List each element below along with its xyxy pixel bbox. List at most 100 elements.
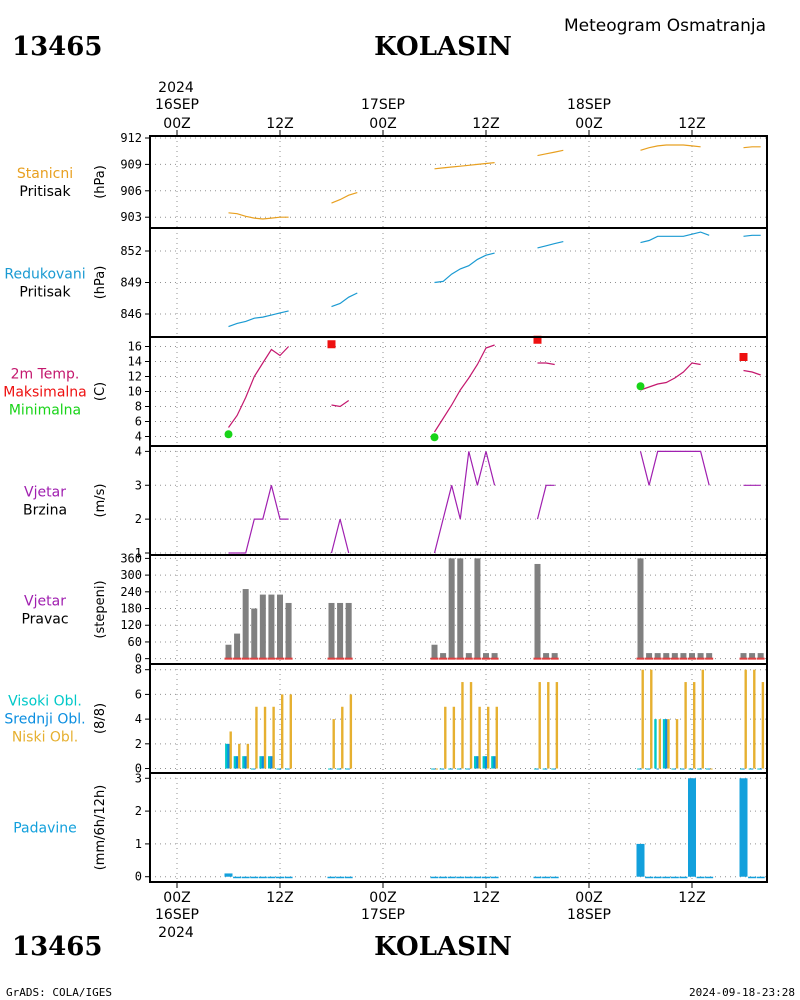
credit-text: GrADS: COLA/IGES [6, 986, 112, 999]
series-line [640, 144, 701, 151]
panel-label: Pritisak [19, 184, 71, 200]
panel-label: Visoki Obl. [8, 694, 82, 710]
cloud-bar [645, 768, 649, 770]
cloud-bar [289, 694, 292, 769]
y-tick-label: 903 [120, 210, 142, 224]
panel-label: Brzina [23, 503, 67, 519]
precip-bar [705, 876, 714, 879]
bottom-hour-label: 12Z [266, 890, 293, 906]
panel-background [150, 337, 767, 446]
top-hour-label: 00Z [163, 116, 190, 132]
cloud-bar [538, 682, 541, 769]
cloud-bar [544, 768, 548, 770]
series-line [537, 241, 564, 249]
cloud-bar [658, 719, 662, 769]
cloud-bar [478, 706, 481, 769]
cloud-bar [259, 756, 262, 769]
wind-direction-bar [637, 558, 644, 659]
cloud-bar [482, 756, 485, 769]
cloud-bar [748, 768, 752, 770]
cloud-bar [431, 768, 434, 770]
y-tick-label: 240 [120, 585, 142, 599]
top-hour-label: 12Z [472, 116, 499, 132]
cloud-bar [761, 682, 765, 769]
wind-direction-bar [543, 653, 550, 659]
cloud-bar [244, 756, 247, 769]
precip-bar [670, 876, 679, 879]
y-tick-label: 2 [135, 512, 142, 526]
max-temp-marker [327, 340, 336, 349]
precip-bar [636, 843, 645, 877]
wind-direction-bar [697, 653, 704, 659]
series-line [228, 310, 289, 328]
y-tick-label: 2 [135, 804, 142, 818]
cloud-bar [542, 768, 546, 770]
wind-direction-bar [277, 594, 283, 659]
y-tick-label: 6 [135, 415, 142, 429]
cloud-bar [461, 682, 464, 769]
precip-bar [336, 876, 345, 879]
wind-direction-bar [740, 653, 747, 659]
bottom-hour-label: 12Z [472, 890, 499, 906]
wind-direction-bar [285, 602, 292, 659]
precip-bar [224, 873, 233, 877]
y-tick-label: 8 [135, 663, 142, 677]
y-tick-label: 852 [120, 244, 142, 258]
cloud-bar [268, 756, 271, 769]
precip-bar [653, 876, 662, 879]
cloud-bar [534, 768, 537, 770]
top-date-label: 16SEP [155, 97, 199, 113]
cloud-bar [753, 669, 756, 769]
panel-background [150, 136, 767, 228]
series-line [228, 212, 289, 220]
wind-direction-bar [671, 653, 678, 659]
y-tick-label: 906 [120, 184, 142, 198]
timestamp-text: 2024-09-18-23:28 [689, 986, 795, 999]
cloud-bar [467, 768, 471, 770]
panel-label: Redukovani [4, 267, 85, 283]
cloud-bar [263, 706, 267, 769]
wind-direction-bar [225, 644, 232, 659]
cloud-bar [276, 768, 279, 770]
cloud-bar [667, 719, 670, 769]
y-tick-label: 3 [135, 771, 142, 785]
min-temp-marker [430, 433, 439, 442]
top-year-label: 2024 [158, 80, 194, 96]
y-tick-label: 120 [120, 618, 142, 632]
cloud-bar [459, 768, 462, 770]
panel-label: Minimalna [9, 403, 81, 419]
top-date-label: 18SEP [567, 97, 611, 113]
precip-bar [447, 876, 456, 879]
series-line [228, 485, 289, 554]
y-tick-label: 4 [135, 430, 142, 444]
cloud-bar [332, 719, 335, 769]
wind-direction-bar [483, 653, 489, 659]
precip-bar [456, 876, 465, 879]
cloud-bar [662, 719, 666, 769]
precip-bar [258, 876, 267, 879]
series-line [743, 369, 761, 376]
min-temp-marker [224, 430, 233, 439]
series-line [330, 518, 350, 554]
wind-direction-bar [268, 594, 275, 659]
y-axis-label: (hPa) [93, 165, 108, 199]
cloud-bar [448, 768, 451, 770]
panel-label: 2m Temp. [11, 367, 80, 383]
precip-bar [284, 876, 293, 879]
cloud-bar [688, 768, 691, 770]
precip-bar [739, 778, 748, 877]
series-line [537, 149, 564, 157]
bottom-hour-label: 00Z [369, 890, 396, 906]
cloud-bar [707, 768, 711, 770]
cloud-bar [465, 768, 468, 770]
cloud-bar [682, 768, 685, 770]
cloud-bar [491, 756, 494, 769]
bottom-hour-label: 00Z [163, 890, 190, 906]
precip-bar [490, 876, 499, 879]
y-tick-label: 8 [135, 400, 142, 414]
cloud-bar [680, 768, 683, 770]
cloud-bar [744, 669, 747, 769]
panel-label: Stanicni [17, 166, 73, 182]
series-line [536, 484, 555, 520]
